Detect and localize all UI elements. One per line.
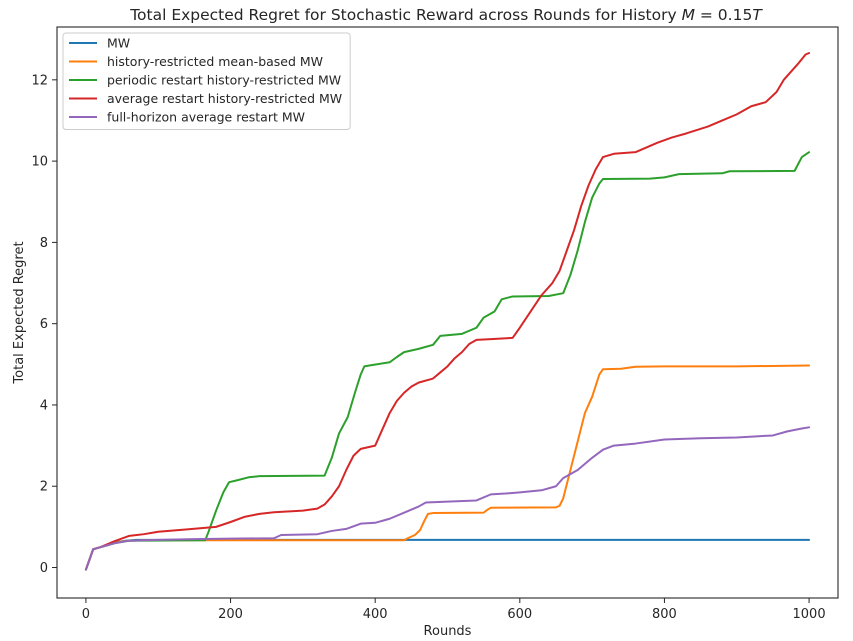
series-line-3 [84,52,811,571]
chart-title-suffix: = 0.15 [695,6,752,24]
x-tick-label: 400 [363,607,388,622]
chart-title-prefix: Total Expected Regret for Stochastic Rew… [129,6,681,24]
series-line-2 [84,151,811,571]
legend-label-1: history-restricted mean-based MW [107,54,323,69]
plot-frame [56,26,839,599]
legend-items: MW history-restricted mean-based MW period… [69,36,342,125]
x-tick-label: 200 [218,607,243,622]
legend-label-4: full-horizon average restart MW [107,110,305,125]
legend: MW history-restricted mean-based MW period… [62,32,351,130]
legend-box [62,32,351,130]
chart-title-math-m: M [682,6,695,24]
x-axis-label: Rounds [424,624,472,639]
y-tick-label: 4 [40,398,48,413]
legend-label-2: periodic restart history-restricted MW [107,73,341,88]
x-axis-ticks: 0 200 400 600 800 1000 [82,598,826,622]
x-tick-label: 600 [507,607,532,622]
y-tick-label: 10 [31,155,48,170]
series-line-0 [84,538,811,571]
y-axis-label: Total Expected Regret [12,241,27,384]
y-tick-label: 2 [40,480,48,495]
plot-lines [84,52,811,571]
x-tick-label: 0 [82,607,90,622]
y-tick-label: 6 [40,317,48,332]
chart-title: Total Expected Regret for Stochastic Rew… [129,6,763,24]
x-tick-label: 800 [652,607,677,622]
y-tick-label: 12 [31,73,48,88]
chart-title-math-t: T [752,6,763,24]
series-line-4 [84,426,811,571]
y-axis-ticks: 0 2 4 6 8 10 12 [31,73,57,576]
y-tick-label: 0 [40,561,48,576]
x-tick-label: 1000 [793,607,826,622]
legend-label-3: average restart history-restricted MW [107,91,342,106]
legend-label-0: MW [107,36,130,51]
y-tick-label: 8 [40,236,48,251]
